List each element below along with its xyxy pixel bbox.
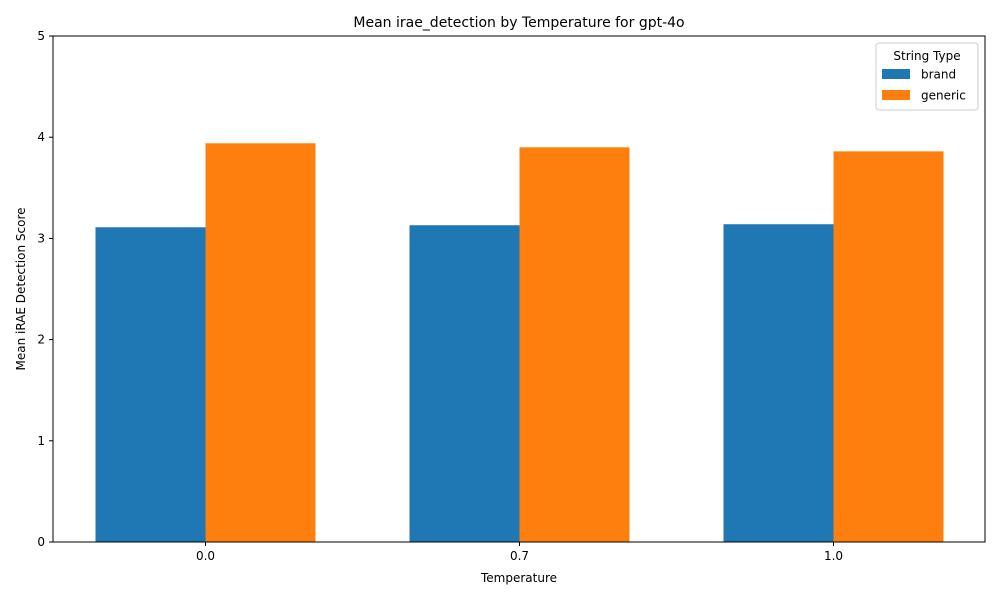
x-tick-label: 0.7 — [510, 549, 529, 563]
y-tick-label: 1 — [37, 434, 45, 448]
legend-label-brand: brand — [921, 68, 956, 82]
bar-brand-1-0 — [723, 224, 834, 542]
y-axis-label: Mean iRAE Detection Score — [14, 207, 28, 370]
plot-frame — [52, 35, 986, 543]
x-axis: 0.0 0.7 1.0 — [196, 542, 843, 563]
y-tick-label: 2 — [37, 333, 45, 347]
bar-brand-0-0 — [95, 227, 206, 542]
bar-generic-1-0 — [833, 151, 944, 543]
x-tick-label: 1.0 — [824, 549, 843, 563]
y-tick-label: 4 — [37, 130, 45, 144]
x-axis-label: Temperature — [480, 571, 557, 585]
bar-generic-0-7 — [519, 147, 630, 542]
legend-label-generic: generic — [921, 89, 966, 103]
bars-layer — [95, 143, 944, 543]
legend-items: brand generic — [882, 68, 966, 103]
y-tick-label: 5 — [37, 29, 45, 43]
chart-title: Mean irae_detection by Temperature for g… — [353, 15, 684, 31]
y-tick-label: 0 — [37, 535, 45, 549]
bar-generic-0-0 — [205, 143, 316, 542]
legend-title: String Type — [893, 49, 960, 63]
legend-swatch-brand — [882, 69, 910, 79]
y-axis: 0 1 2 3 4 5 — [37, 29, 53, 549]
legend: String Type brand generic — [875, 42, 979, 111]
x-tick-label: 0.0 — [196, 549, 215, 563]
legend-swatch-generic — [882, 90, 910, 100]
y-tick-label: 3 — [37, 231, 45, 245]
bar-brand-0-7 — [409, 225, 520, 542]
